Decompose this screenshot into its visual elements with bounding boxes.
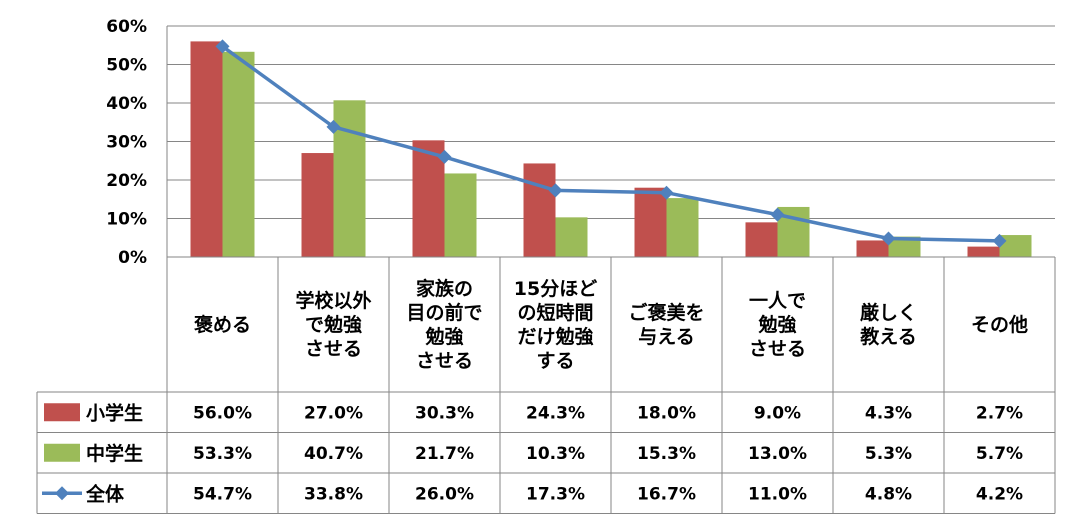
legend-swatch [55,486,69,501]
data-label: 4.8% [865,484,912,504]
x-tick-label: 褒める [193,313,251,336]
data-label: 17.3% [526,484,585,504]
data-label: 4.2% [976,484,1023,504]
data-label: 18.0% [637,403,696,423]
bar [222,51,255,257]
y-tick-label: 20% [106,171,147,191]
line-marker [770,207,785,222]
line-marker [548,183,563,198]
x-tick-label: 一人で勉強させる [749,290,806,360]
bar [999,235,1032,257]
data-label: 27.0% [304,403,363,423]
bar [967,246,1000,257]
y-tick-label: 0% [118,248,147,268]
data-label: 9.0% [754,403,801,423]
line-marker [437,149,452,164]
data-label: 11.0% [748,484,807,504]
data-label: 26.0% [415,484,474,504]
data-label: 24.3% [526,403,585,423]
bar [523,163,556,257]
bar [555,217,588,257]
data-label: 30.3% [415,403,474,423]
legend-swatch [44,403,80,422]
x-tick-label: 厳しく教える [860,301,917,348]
bar [634,187,667,257]
y-tick-label: 30% [106,133,147,153]
legend-label: 全体 [85,482,125,505]
bar [444,173,477,257]
data-label: 33.8% [304,484,363,504]
legend-label: 中学生 [86,442,143,465]
line-marker [659,185,674,200]
data-label: 2.7% [976,403,1023,423]
bar [301,153,334,257]
data-label: 10.3% [526,444,585,464]
data-label: 54.7% [193,484,252,504]
line-marker [992,233,1007,248]
data-label: 13.0% [748,444,807,464]
y-tick-label: 60% [106,17,147,37]
x-tick-label: ご褒美を与える [628,301,704,348]
data-label: 5.3% [865,444,912,464]
data-label: 16.7% [637,484,696,504]
bar [333,100,366,258]
data-label: 53.3% [193,444,252,464]
y-tick-label: 40% [106,94,147,114]
data-label: 4.3% [865,403,912,423]
series-line [221,44,1000,243]
y-tick-label: 10% [106,210,147,230]
legend-label: 小学生 [86,401,143,424]
legend-swatch [44,443,80,462]
x-tick-label: 学校以外で勉強させる [295,289,371,360]
data-label: 21.7% [415,444,474,464]
data-label: 15.3% [637,444,696,464]
line-marker [881,231,896,246]
line-marker [326,119,341,134]
x-tick-label: その他 [971,313,1028,336]
data-label: 5.7% [976,444,1023,464]
data-label: 56.0% [193,403,252,423]
x-tick-label: 家族の目の前で勉強させる [406,277,482,372]
bar [190,41,223,258]
bar [745,222,778,257]
data-label: 40.7% [304,444,363,464]
y-tick-label: 50% [106,56,147,76]
bar [412,140,445,257]
line-marker [215,39,230,54]
bar [856,240,889,257]
x-tick-label: 15分ほどの短時間だけ勉強する [514,278,597,372]
bar [666,198,699,257]
bar [888,236,921,257]
